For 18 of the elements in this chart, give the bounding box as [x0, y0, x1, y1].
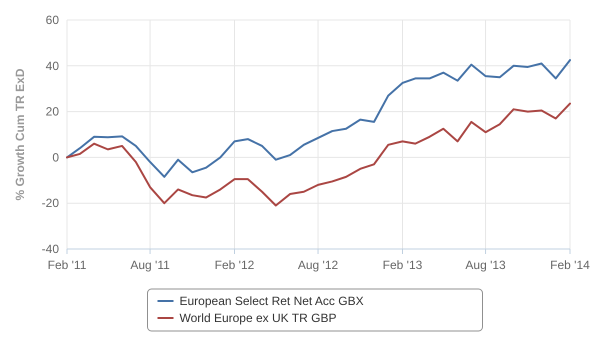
line-series	[66, 102, 571, 206]
x-tick-label: Feb '14	[550, 258, 590, 272]
legend-label: World Europe ex UK TR GBP	[180, 311, 336, 325]
x-tick-label: Aug '12	[298, 258, 339, 272]
y-tick-label: 0	[52, 150, 60, 164]
x-tick-label: Feb '12	[214, 258, 255, 272]
x-tick-label: Feb '13	[382, 258, 423, 272]
x-tick-label: Feb '11	[48, 258, 87, 272]
x-tick-label: Aug '13	[465, 258, 506, 272]
line-series	[66, 59, 571, 178]
y-axis-title: % Growth Cum TR ExD	[13, 68, 27, 201]
y-tick-label: -20	[42, 196, 60, 210]
y-tick-label: 60	[46, 13, 60, 27]
y-tick-label: -40	[42, 242, 60, 256]
y-tick-label: 20	[46, 104, 60, 119]
x-tick-label: Aug '11	[130, 258, 170, 272]
y-tick-label: 40	[46, 58, 60, 73]
legend-label: European Select Ret Net Acc GBX	[180, 294, 364, 308]
